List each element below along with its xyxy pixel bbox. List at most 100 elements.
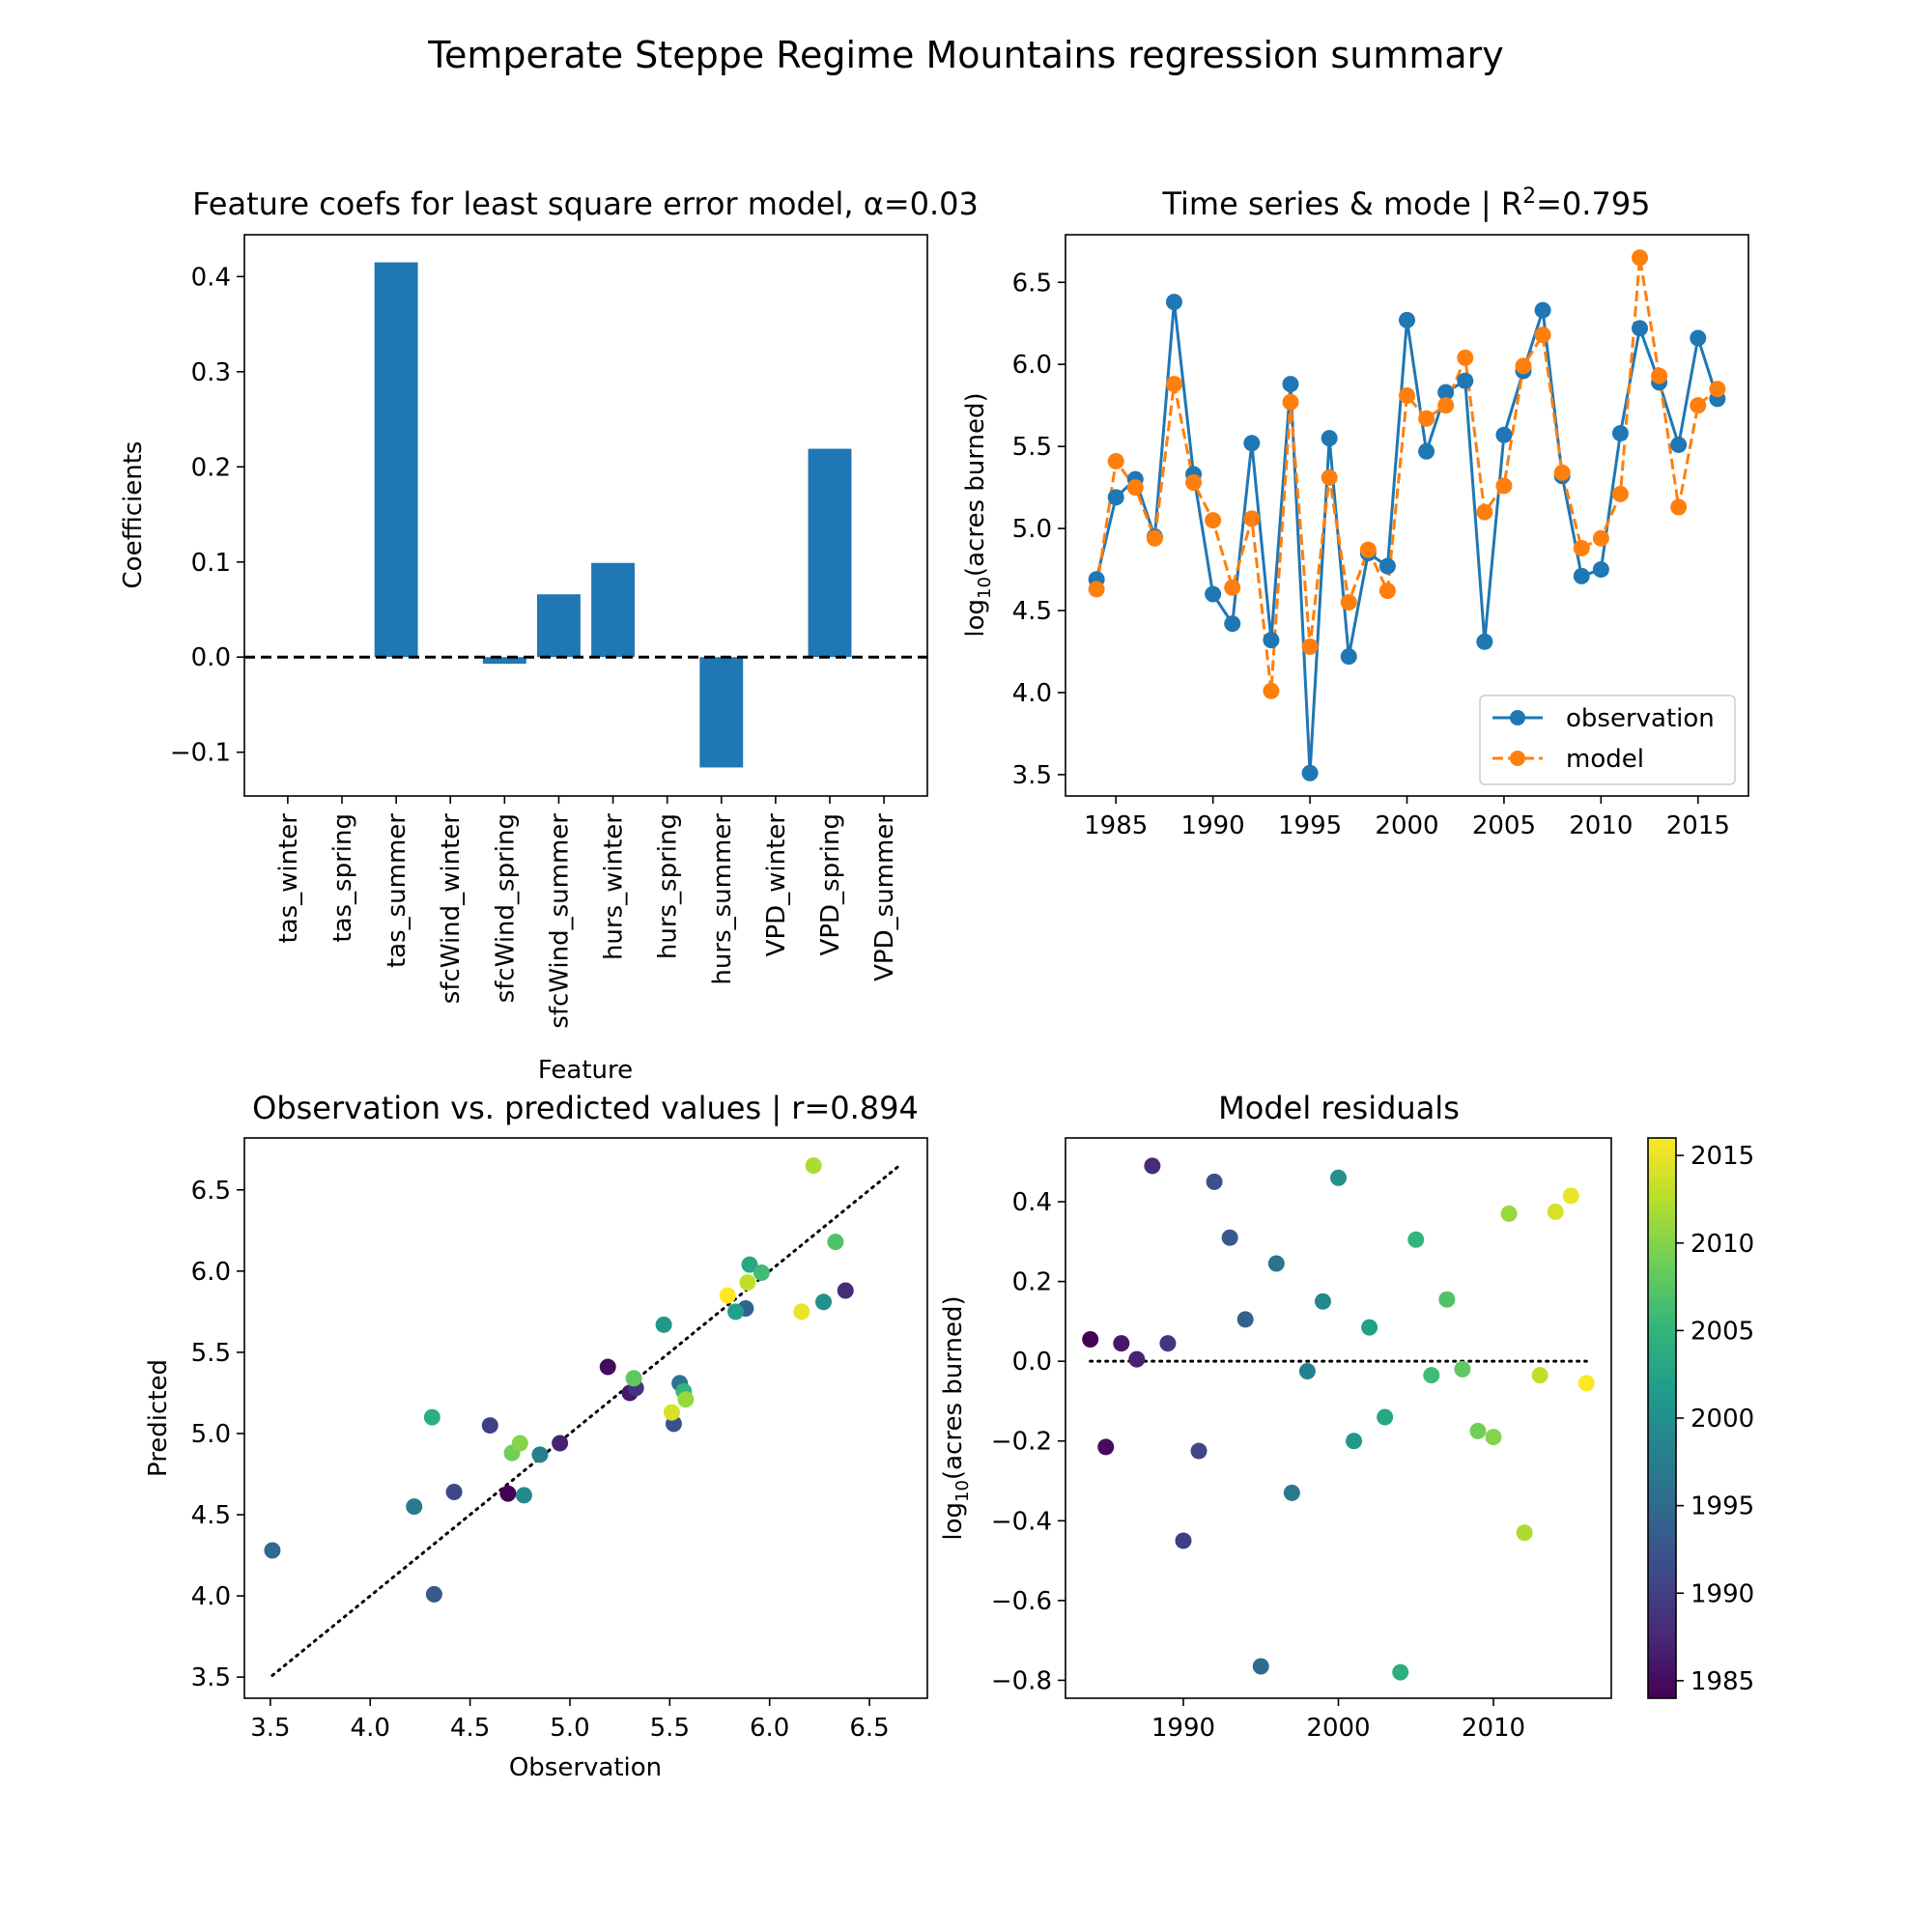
scatter-y-axis-label: Predicted: [144, 1359, 173, 1477]
model-point: [1515, 357, 1532, 375]
model-point: [1340, 594, 1357, 611]
model-point: [1495, 477, 1513, 495]
observation-point: [1418, 442, 1435, 460]
residuals-xtick-label: 2010: [1462, 1714, 1525, 1743]
residual-point: [1159, 1335, 1177, 1352]
residual-point: [1485, 1429, 1502, 1446]
scatter-identity-line: [270, 1164, 901, 1677]
residuals-plot-frame: [1065, 1137, 1612, 1699]
model-point: [1457, 349, 1474, 366]
scatter-ytick-label: 4.5: [191, 1501, 231, 1530]
scatter-xtick-label: 4.0: [351, 1714, 390, 1743]
coef-xtick-label: hurs_spring: [654, 813, 683, 959]
observation-point: [1611, 425, 1629, 442]
scatter-point: [406, 1498, 423, 1516]
scatter-point: [827, 1234, 844, 1251]
series-line-model: [1094, 257, 1719, 692]
model-point: [1592, 529, 1609, 547]
legend-observation-marker: [1510, 710, 1525, 725]
coef-xtick-label: tas_summer: [383, 813, 412, 968]
scatter-ytick-label: 6.0: [191, 1258, 231, 1287]
scatter-xtick-label: 5.5: [650, 1714, 690, 1743]
observation-point: [1321, 430, 1338, 447]
residuals-ytick-label: 0.4: [1012, 1188, 1052, 1217]
residual-point: [1190, 1442, 1208, 1460]
coef-ytick-label: 0.3: [191, 358, 231, 387]
observation-point: [1476, 633, 1493, 650]
model-point: [1399, 386, 1415, 404]
scatter-ytick-label: 6.5: [191, 1177, 231, 1206]
model-point: [1088, 581, 1105, 598]
coef-bar-sfcWind_summer: [537, 594, 581, 658]
timeseries-xtick-label: 2010: [1569, 811, 1633, 840]
timeseries-xtick-label: 2000: [1375, 811, 1438, 840]
model-point: [1437, 397, 1455, 414]
observation-point: [1632, 320, 1649, 337]
residual-point: [1392, 1663, 1409, 1681]
scatter-point: [625, 1370, 642, 1387]
scatter-point: [599, 1358, 616, 1376]
scatter-point: [511, 1435, 528, 1452]
coef-xtick-label: tas_winter: [274, 813, 303, 944]
residual-point: [1454, 1360, 1471, 1378]
residuals-panel: Model residuals −0.8 −0.6 −0.4 −0.2 0.0 0.2 0.…: [939, 1090, 1754, 1743]
model-point: [1301, 638, 1319, 655]
observation-point: [1437, 384, 1455, 401]
legend-observation-label: observation: [1566, 704, 1715, 733]
residual-point: [1562, 1187, 1579, 1205]
colorbar-tick-label: 1990: [1690, 1579, 1754, 1608]
observation-point: [1495, 426, 1513, 443]
residual-point: [1346, 1433, 1363, 1450]
legend-frame: [1479, 695, 1736, 785]
coef-xtick-label: sfcWind_spring: [491, 813, 520, 1003]
residual-point: [1082, 1330, 1099, 1348]
residual-point: [1128, 1350, 1146, 1368]
residual-points: −0.8 −0.6 −0.4 −0.2 0.0 0.2 0.4 1990 2000 2010: [991, 1157, 1595, 1743]
timeseries-ytick-label: 4.5: [1012, 597, 1052, 626]
residual-point: [1221, 1229, 1238, 1246]
model-point: [1670, 498, 1688, 516]
scatter-point: [719, 1287, 736, 1304]
scatter-ytick-label: 5.5: [191, 1339, 231, 1368]
model-point: [1126, 479, 1144, 497]
legend-model-marker: [1510, 751, 1525, 766]
observation-point: [1592, 561, 1609, 579]
observation-point: [1534, 301, 1551, 319]
observation-point: [1224, 615, 1241, 633]
residual-point: [1330, 1169, 1347, 1186]
coef-bar-sfcWind_spring: [482, 657, 526, 665]
coef-bar-hurs_winter: [591, 562, 635, 658]
model-point: [1321, 469, 1338, 486]
model-point: [1282, 393, 1299, 411]
scatter-point: [655, 1316, 672, 1333]
model-point: [1359, 541, 1377, 558]
timeseries-plot-frame: [1065, 234, 1749, 797]
coef-y-axis-label: Coefficients: [119, 441, 148, 589]
model-point: [1709, 381, 1726, 398]
residual-point: [1206, 1173, 1223, 1190]
colorbar-tick-label: 1995: [1690, 1492, 1754, 1521]
residuals-ytick-label: 0.0: [1012, 1348, 1052, 1377]
coef-x-axis-label: Feature: [538, 1056, 633, 1085]
coef-xtick-label: hurs_winter: [600, 813, 629, 960]
model-point: [1632, 249, 1649, 267]
observation-point: [1457, 372, 1474, 389]
timeseries-lines: 3.5 4.0 4.5 5.0 5.5 6.0 6.5 1985 1990 1995 2000 200…: [1012, 249, 1730, 840]
model-point: [1146, 529, 1163, 547]
timeseries-xtick-label: 2005: [1472, 811, 1536, 840]
observation-point: [1107, 489, 1124, 506]
residual-point: [1144, 1157, 1161, 1175]
timeseries-title-end: =0.795: [1536, 185, 1650, 222]
residual-point: [1298, 1362, 1316, 1379]
scatter-point: [741, 1256, 758, 1273]
observation-point: [1205, 585, 1222, 603]
residual-point: [1516, 1524, 1533, 1542]
residuals-y-axis-label: log10(acres burned): [939, 1295, 973, 1540]
timeseries-title-sup: 2: [1522, 185, 1536, 209]
model-point: [1263, 682, 1280, 699]
observation-point: [1282, 376, 1299, 393]
timeseries-ytick-label: 6.0: [1012, 351, 1052, 380]
model-point: [1224, 579, 1241, 596]
model-point: [1243, 510, 1261, 527]
coef-xtick-label: VPD_winter: [762, 813, 791, 957]
